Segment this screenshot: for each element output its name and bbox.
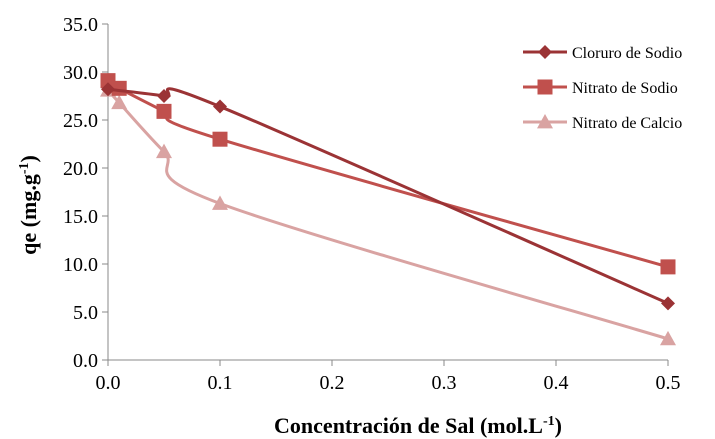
series-line (107, 79, 669, 269)
series-square (100, 73, 676, 275)
data-point (156, 143, 172, 159)
y-tick-label: 10.0 (63, 254, 98, 276)
legend-item: Cloruro de Sodio (523, 45, 682, 62)
legend-swatch-marker (537, 79, 553, 95)
data-point (101, 82, 115, 97)
series-diamond (101, 82, 675, 311)
y-tick-label: 15.0 (63, 206, 98, 228)
x-tick-label: 0.5 (656, 372, 681, 394)
legend-swatch-marker (538, 45, 552, 59)
data-point (661, 296, 675, 311)
legend-swatch-marker (537, 114, 553, 129)
x-tick-label: 0.4 (544, 372, 569, 394)
y-tick-label: 35.0 (63, 14, 98, 36)
data-point (157, 89, 171, 103)
y-tick-label: 30.0 (63, 62, 98, 84)
y-tick-label: 0.0 (73, 350, 98, 372)
legend-label: Nitrato de Sodio (572, 80, 678, 97)
y-tick-label: 20.0 (63, 158, 98, 180)
data-point (111, 94, 128, 110)
data-point (212, 131, 228, 147)
x-tick-label: 0.0 (96, 372, 121, 394)
series-layer (100, 73, 676, 346)
series-triangle (100, 82, 676, 346)
x-axis-ticks: 0.0 0.1 0.2 0.3 0.4 0.5 (96, 360, 681, 394)
legend: Cloruro de Sodio Nitrato de Sodio Nitrato … (523, 45, 682, 132)
y-axis-label: qe (mg.g-1) (16, 155, 41, 255)
legend-label: Nitrato de Calcio (572, 115, 682, 132)
legend-item: Nitrato de Calcio (523, 114, 682, 132)
data-point (660, 330, 676, 346)
data-point (212, 195, 228, 210)
x-tick-label: 0.3 (432, 372, 457, 394)
legend-item: Nitrato de Sodio (523, 79, 678, 97)
data-point (660, 259, 676, 275)
data-point (213, 99, 227, 114)
data-point (156, 103, 172, 119)
x-axis-label: Concentración de Sal (mol.L-1) (274, 413, 562, 438)
y-tick-label: 5.0 (73, 302, 98, 324)
x-tick-label: 0.2 (320, 372, 345, 394)
y-axis-ticks: 0.0 5.0 10.0 15.0 20.0 25.0 30.0 35.0 (63, 14, 108, 372)
legend-label: Cloruro de Sodio (572, 45, 682, 62)
y-tick-label: 25.0 (63, 110, 98, 132)
x-tick-label: 0.1 (208, 372, 233, 394)
